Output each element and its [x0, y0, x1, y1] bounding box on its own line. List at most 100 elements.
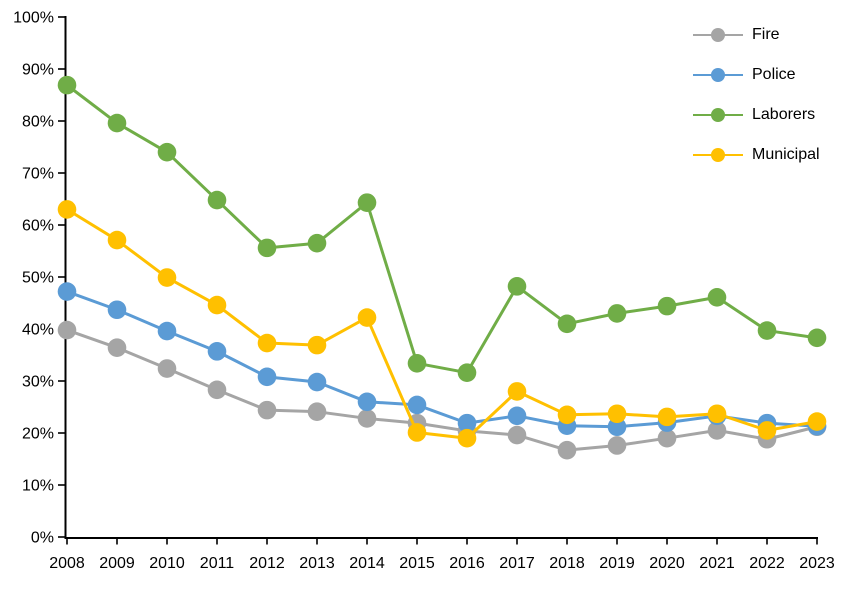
data-point-municipal-2013: [307, 335, 327, 355]
legend-item-laborers: Laborers: [693, 95, 820, 135]
y-axis-label-100%: 100%: [13, 10, 54, 27]
data-point-police-2015: [407, 395, 427, 415]
legend-label-municipal: Municipal: [752, 146, 820, 163]
data-point-fire-2017: [507, 425, 527, 445]
y-axis-label-40%: 40%: [22, 322, 54, 339]
legend: Fire Police Laborers Municipal: [693, 15, 820, 175]
x-axis-label-2022: 2022: [749, 555, 785, 572]
fire-line-marker-icon: [693, 28, 743, 42]
y-axis-label-10%: 10%: [22, 478, 54, 495]
legend-label-fire: Fire: [752, 26, 780, 43]
x-axis-label-2019: 2019: [599, 555, 635, 572]
data-point-laborers-2023: [807, 328, 827, 348]
x-axis-label-2020: 2020: [649, 555, 685, 572]
series-line-laborers: [65, 83, 819, 375]
y-axis-label-0%: 0%: [31, 530, 54, 547]
data-point-fire-2019: [607, 436, 627, 455]
y-axis-label-20%: 20%: [22, 426, 54, 443]
data-point-municipal-2008: [57, 200, 77, 219]
legend-item-fire: Fire: [693, 15, 820, 55]
data-point-laborers-2016: [457, 363, 477, 382]
data-point-police-2019: [607, 417, 627, 437]
data-point-laborers-2015: [407, 354, 427, 373]
data-point-laborers-2021: [707, 287, 727, 307]
data-point-fire-2008: [57, 320, 77, 340]
x-axis-label-2008: 2008: [49, 555, 85, 572]
series-line-police: [65, 290, 819, 429]
series-line-municipal: [65, 207, 819, 440]
x-axis-label-2012: 2012: [249, 555, 285, 572]
x-axis-label-2018: 2018: [549, 555, 585, 572]
data-point-laborers-2011: [207, 190, 227, 210]
data-point-fire-2009: [107, 338, 127, 358]
data-point-municipal-2018: [557, 405, 577, 425]
data-point-fire-2010: [157, 359, 177, 378]
police-line-marker-icon: [693, 68, 743, 82]
x-axis-label-2023: 2023: [799, 555, 835, 572]
legend-label-laborers: Laborers: [752, 106, 816, 123]
y-axis-label-60%: 60%: [22, 218, 54, 235]
data-point-laborers-2018: [557, 314, 577, 334]
data-point-police-2017: [507, 406, 527, 426]
y-axis-label-70%: 70%: [22, 166, 54, 183]
data-point-laborers-2013: [307, 233, 327, 253]
data-point-laborers-2017: [507, 277, 527, 296]
data-point-fire-2011: [207, 380, 227, 400]
x-axis-label-2009: 2009: [99, 555, 135, 572]
laborers-line-marker-icon: [693, 108, 743, 122]
x-axis-label-2014: 2014: [349, 555, 385, 572]
data-point-laborers-2014: [357, 193, 377, 212]
data-point-laborers-2019: [607, 304, 627, 323]
x-axis-label-2016: 2016: [449, 555, 485, 572]
data-point-laborers-2009: [107, 113, 127, 133]
data-point-police-2016: [457, 413, 477, 433]
data-point-laborers-2012: [257, 238, 277, 258]
data-point-municipal-2017: [507, 382, 527, 401]
data-point-municipal-2022: [757, 421, 777, 440]
data-point-fire-2012: [257, 400, 277, 420]
data-point-police-2013: [307, 372, 327, 392]
municipal-line-marker-icon: [693, 148, 743, 162]
x-axis-label-2017: 2017: [499, 555, 535, 572]
data-point-laborers-2010: [157, 142, 177, 162]
data-point-police-2008: [57, 282, 77, 301]
y-axis-label-30%: 30%: [22, 374, 54, 391]
data-point-police-2014: [357, 392, 377, 412]
data-point-municipal-2012: [257, 333, 277, 353]
data-point-municipal-2010: [157, 268, 177, 287]
data-point-municipal-2019: [607, 404, 627, 424]
data-point-police-2010: [157, 321, 177, 341]
y-axis-label-50%: 50%: [22, 270, 54, 287]
data-point-fire-2020: [657, 428, 677, 448]
x-axis-label-2015: 2015: [399, 555, 435, 572]
legend-label-police: Police: [752, 66, 796, 83]
x-axis-label-2010: 2010: [149, 555, 185, 572]
x-axis-label-2021: 2021: [699, 555, 735, 572]
data-point-municipal-2015: [407, 423, 427, 442]
data-point-fire-2013: [307, 402, 327, 421]
data-point-municipal-2021: [707, 404, 727, 424]
data-point-municipal-2009: [107, 230, 127, 250]
legend-item-municipal: Municipal: [693, 135, 820, 175]
data-point-municipal-2014: [357, 308, 377, 327]
y-axis-label-80%: 80%: [22, 114, 54, 131]
data-point-laborers-2008: [57, 75, 77, 95]
data-point-laborers-2022: [757, 321, 777, 340]
data-point-municipal-2023: [807, 412, 827, 431]
x-axis-label-2011: 2011: [200, 555, 235, 572]
data-point-fire-2021: [707, 421, 727, 440]
data-point-municipal-2016: [457, 428, 477, 448]
data-point-fire-2018: [557, 440, 577, 460]
y-axis-label-90%: 90%: [22, 62, 54, 79]
data-point-fire-2014: [357, 409, 377, 428]
data-point-police-2012: [257, 367, 277, 387]
series-line-fire: [65, 328, 819, 452]
legend-item-police: Police: [693, 55, 820, 95]
data-point-police-2011: [207, 342, 227, 361]
data-point-police-2009: [107, 300, 127, 320]
data-point-municipal-2020: [657, 407, 677, 427]
x-axis-label-2013: 2013: [299, 555, 335, 572]
data-point-municipal-2011: [207, 295, 227, 315]
